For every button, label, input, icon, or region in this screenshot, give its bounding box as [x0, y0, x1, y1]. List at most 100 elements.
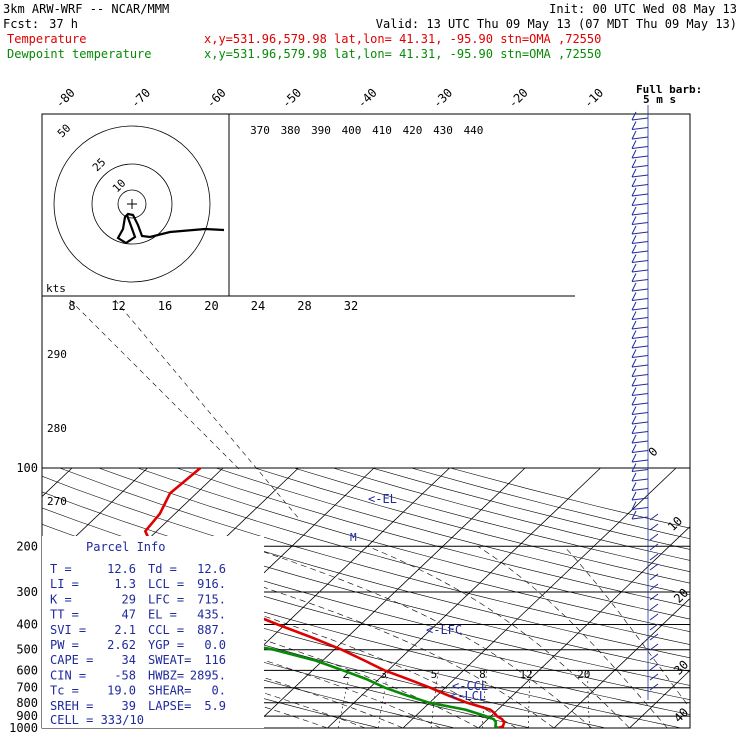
isotherm-line [402, 467, 677, 728]
wind-barb [631, 117, 649, 121]
wind-barb [631, 197, 637, 206]
wind-barb [631, 412, 649, 415]
wind-barb [631, 136, 649, 140]
temperature-tick-label: 10 [665, 514, 685, 534]
parcel-param-label: SWEAT= [148, 653, 191, 667]
temperature-location: x,y=531.96,579.98 lat,lon= 41.31, -95.90… [204, 32, 601, 46]
parcel-info-background [42, 536, 264, 728]
wind-barb [631, 273, 637, 282]
wind-barb [631, 222, 649, 225]
mixing-ratio-label: 5 [431, 668, 438, 681]
forecast-hour: 37 h [49, 17, 78, 31]
dewpoint-location: x,y=531.96,579.98 lat,lon= 41.31, -95.90… [204, 47, 601, 61]
pressure-label: 100 [16, 461, 38, 475]
parcel-param-label: HWBZ= [148, 668, 184, 682]
parcel-param-label: CAPE = [50, 653, 93, 667]
wind-barb [631, 178, 637, 187]
theta-label: 390 [311, 124, 331, 137]
parcel-param-label: K = [50, 592, 72, 606]
parcel-param-value: 0.0 [204, 638, 226, 652]
hodograph-ring [117, 189, 147, 219]
parcel-param-value: 2.1 [114, 623, 136, 637]
wind-barb [631, 387, 637, 396]
pressure-label: 800 [16, 696, 38, 710]
parcel-cell-value: CELL = 333/10 [50, 713, 144, 727]
isotherm-line [629, 669, 690, 728]
parcel-param-label: SREH = [50, 699, 93, 713]
wind-barb [631, 206, 637, 216]
wind-barb [631, 121, 637, 130]
isotherm-line [42, 467, 148, 570]
hodograph-speed-label: 20 [204, 299, 218, 313]
parcel-param-value: 5.9 [204, 699, 226, 713]
wind-barb [649, 583, 659, 591]
wind-barb [631, 155, 649, 159]
pressure-label: 400 [16, 618, 38, 632]
parcel-param-value: 12.6 [197, 562, 226, 576]
wind-barb [631, 431, 649, 434]
wind-barb [631, 345, 649, 349]
wind-barb [631, 250, 649, 254]
wind-barb [649, 683, 659, 691]
wind-barb [631, 241, 649, 244]
wind-barb [631, 317, 649, 320]
wind-barb [631, 263, 637, 273]
wind-barb [631, 393, 649, 396]
wind-barb [631, 491, 637, 501]
hodograph-ring [91, 163, 173, 245]
wind-barb [631, 203, 649, 206]
isotherm-line [705, 468, 740, 728]
parcel-param-value: 29 [122, 592, 136, 606]
wind-barb [631, 507, 649, 510]
parcel-info-box: Parcel Info T = 12.6 Td = 12.6 LI = 1.3 LCL = 9… [42, 536, 264, 728]
hodograph-kts-label: kts [46, 282, 66, 295]
wind-barb [631, 516, 649, 520]
wind-barb [631, 159, 637, 168]
temperature-tick-label: 20 [671, 586, 691, 606]
wind-barb [631, 406, 637, 415]
wind-barb [631, 497, 649, 501]
temperature-tick-label: -70 [128, 86, 153, 111]
wind-barb [649, 633, 659, 641]
left-theta-label: 290 [47, 348, 67, 361]
temperature-tick-label: -80 [53, 86, 78, 111]
parcel-param-value: 47 [122, 608, 136, 622]
parcel-param-label: LFC = [148, 592, 184, 606]
moist-adiabat [563, 546, 690, 709]
parcel-param-label: LCL = [148, 577, 184, 591]
lfc-annotation: <-LFC [426, 623, 462, 637]
wind-barb [631, 225, 637, 235]
wind-barb [631, 320, 637, 330]
wind-barb [631, 396, 637, 406]
parcel-param-value: 39 [122, 699, 136, 713]
isotherm-line [553, 597, 690, 728]
wind-barb [649, 673, 659, 681]
dewpoint-legend: Dewpoint temperature [7, 47, 152, 61]
parcel-param-label: Tc = [50, 684, 79, 698]
hodograph-speed-label: 28 [297, 299, 311, 313]
wind-barb [649, 623, 659, 631]
isotherm-line [478, 526, 690, 728]
wind-barb [649, 593, 659, 601]
wind-barb [631, 269, 649, 273]
wind-barb [631, 444, 637, 453]
wind-barb [631, 339, 637, 349]
theta-label: 420 [403, 124, 423, 137]
mixing-ratio-label: 12 [520, 668, 533, 681]
parcel-param-label: CIN = [50, 668, 86, 682]
isotherm-line [251, 467, 526, 728]
wind-barb [631, 130, 637, 140]
wind-barb [631, 364, 649, 368]
pressure-label: 500 [16, 643, 38, 657]
hodograph-speed-label: 16 [158, 299, 172, 313]
wind-barb [631, 377, 637, 387]
parcel-param-label: TT = [50, 608, 79, 622]
parcel-param-value: 715. [197, 592, 226, 606]
wind-barb [631, 349, 637, 358]
theta-label: 440 [464, 124, 484, 137]
wind-barb [631, 301, 637, 311]
wind-barb [631, 146, 649, 149]
wind-barb [631, 193, 649, 197]
parcel-param-label: SVI = [50, 623, 86, 637]
isotherm-line [327, 467, 601, 728]
